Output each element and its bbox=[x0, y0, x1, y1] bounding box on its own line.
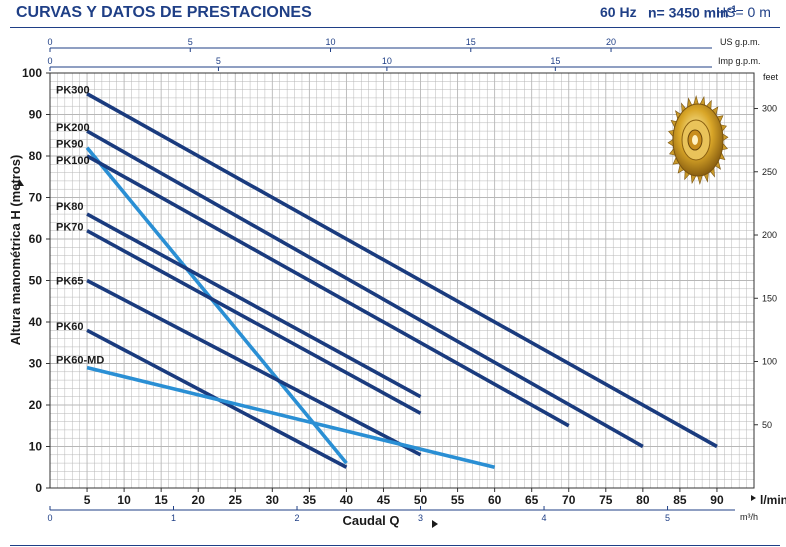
x-tick-label: 65 bbox=[525, 493, 539, 507]
x-tick-label: 70 bbox=[562, 493, 576, 507]
x-tick-label: 55 bbox=[451, 493, 465, 507]
series-label: PK60-MD bbox=[56, 354, 104, 366]
y-tick-label: 50 bbox=[29, 274, 43, 288]
m3h-tick-label: 1 bbox=[171, 513, 176, 523]
speed-value: n= 3450 min bbox=[648, 4, 729, 21]
series-line-pk80 bbox=[86, 212, 422, 399]
suction-head-label: HS= 0 m bbox=[716, 4, 771, 20]
y-tick-label: 0 bbox=[35, 481, 42, 495]
y-tick-label: 60 bbox=[29, 232, 43, 246]
impgpm-unit-label: Imp g.p.m. bbox=[718, 56, 761, 66]
series-label: PK60 bbox=[56, 321, 84, 333]
y-tick-label: 30 bbox=[29, 357, 43, 371]
series-line-pk70 bbox=[86, 229, 422, 415]
series-line-pk90 bbox=[85, 146, 348, 465]
feet-tick-label: 200 bbox=[762, 230, 777, 240]
m3h-tick-label: 0 bbox=[47, 513, 52, 523]
x-axis-title: Caudal Q bbox=[342, 513, 399, 528]
x-tick-label: 85 bbox=[673, 493, 687, 507]
m3h-tick-label: 4 bbox=[542, 513, 547, 523]
x-tick-label: 40 bbox=[340, 493, 354, 507]
x-tick-label: 45 bbox=[377, 493, 391, 507]
y-tick-label: 80 bbox=[29, 149, 43, 163]
impeller-icon bbox=[667, 94, 729, 186]
series-label: PK90 bbox=[56, 139, 84, 151]
x-tick-label: 15 bbox=[154, 493, 168, 507]
usgpm-tick-label: 20 bbox=[606, 37, 616, 47]
series-label: PK65 bbox=[56, 276, 84, 288]
y-tick-label: 40 bbox=[29, 315, 43, 329]
impgpm-tick-label: 0 bbox=[47, 56, 52, 66]
m3h-tick-label: 5 bbox=[665, 513, 670, 523]
series-line-pk65 bbox=[86, 278, 422, 457]
x-tick-label: 50 bbox=[414, 493, 428, 507]
usgpm-tick-label: 10 bbox=[326, 37, 336, 47]
impgpm-tick-label: 10 bbox=[382, 56, 392, 66]
usgpm-tick-label: 15 bbox=[466, 37, 476, 47]
chart-grid bbox=[49, 72, 755, 489]
chart-title: CURVAS Y DATOS DE PRESTACIONES bbox=[16, 4, 312, 21]
x-unit-label: l/min bbox=[760, 493, 786, 507]
impgpm-tick-label: 5 bbox=[216, 56, 221, 66]
y-tick-label: 20 bbox=[29, 398, 43, 412]
series-label: PK80 bbox=[56, 201, 84, 213]
x-tick-label: 5 bbox=[84, 493, 91, 507]
series-label: PK300 bbox=[56, 85, 90, 97]
chart-header: CURVAS Y DATOS DE PRESTACIONES 60 Hz n= … bbox=[0, 4, 786, 26]
series-line-pk60-md bbox=[86, 365, 496, 469]
series-line-pk300 bbox=[86, 92, 718, 449]
y-tick-label: 100 bbox=[22, 66, 42, 80]
m3h-tick-label: 3 bbox=[418, 513, 423, 523]
feet-tick-label: 250 bbox=[762, 167, 777, 177]
y-tick-label: 10 bbox=[29, 440, 43, 454]
y-axis-title: Altura manométrica H (metros) bbox=[8, 155, 23, 346]
x-axis-arrow-icon bbox=[432, 520, 438, 528]
feet-tick-label: 150 bbox=[762, 293, 777, 303]
impgpm-tick-label: 15 bbox=[550, 56, 560, 66]
m3h-tick-label: 2 bbox=[295, 513, 300, 523]
y-tick-label: 70 bbox=[29, 191, 43, 205]
series-line-pk100 bbox=[86, 154, 570, 428]
m3h-unit-label: m³/h bbox=[740, 512, 758, 522]
x-tick-label: 75 bbox=[599, 493, 613, 507]
usgpm-unit-label: US g.p.m. bbox=[720, 37, 760, 47]
series-label: PK70 bbox=[56, 222, 84, 234]
chart-series bbox=[85, 92, 718, 469]
frequency-label: 60 Hz bbox=[600, 4, 637, 20]
series-line-pk200 bbox=[86, 129, 644, 449]
x-tick-label: 20 bbox=[192, 493, 206, 507]
series-label: PK200 bbox=[56, 122, 90, 134]
header-divider bbox=[10, 27, 780, 28]
x-tick-label: 90 bbox=[710, 493, 724, 507]
usgpm-tick-label: 0 bbox=[47, 37, 52, 47]
y-tick-label: 90 bbox=[29, 108, 43, 122]
series-label: PK100 bbox=[56, 155, 90, 167]
chart-series-labels: PK300 PK200 PK90 PK100 PK80 PK70 PK65 PK60 PK60-… bbox=[56, 85, 104, 367]
feet-tick-label: 300 bbox=[762, 104, 777, 114]
footer-divider bbox=[10, 545, 780, 546]
x-unit-arrow-icon bbox=[751, 495, 756, 501]
x-tick-label: 80 bbox=[636, 493, 650, 507]
speed-label: n= 3450 min-1 bbox=[648, 4, 737, 21]
feet-unit-label: feet bbox=[763, 72, 779, 82]
y-axis-arrow-icon bbox=[16, 180, 24, 186]
x-tick-label: 30 bbox=[266, 493, 280, 507]
x-tick-label: 35 bbox=[303, 493, 317, 507]
usgpm-tick-label: 5 bbox=[188, 37, 193, 47]
x-tick-label: 10 bbox=[117, 493, 131, 507]
feet-tick-label: 100 bbox=[762, 357, 777, 367]
x-tick-label: 25 bbox=[229, 493, 243, 507]
feet-tick-label: 50 bbox=[762, 420, 772, 430]
speed-exponent: -1 bbox=[728, 4, 737, 14]
x-tick-label: 60 bbox=[488, 493, 502, 507]
